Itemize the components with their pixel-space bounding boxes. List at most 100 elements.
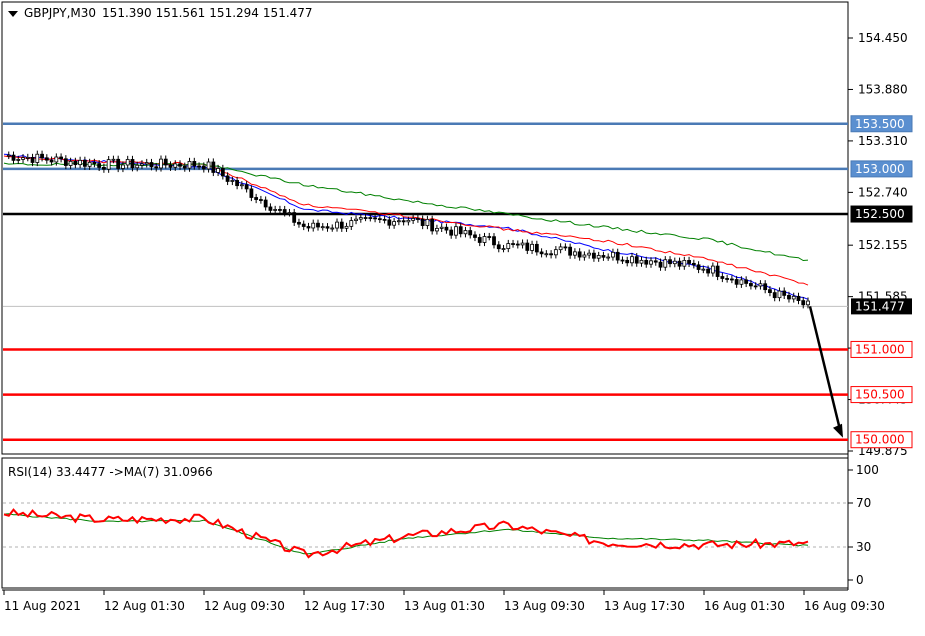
- candle-body: [653, 260, 658, 263]
- candle-body: [620, 259, 625, 262]
- candle-body: [439, 226, 444, 229]
- candle-body: [787, 294, 791, 300]
- candle-body: [444, 226, 449, 231]
- candle-body: [258, 199, 263, 201]
- candle-body: [734, 279, 739, 285]
- candle-body: [544, 253, 549, 256]
- level-label-box: [850, 386, 913, 404]
- price-pane[interactable]: [1, 1, 849, 455]
- candle-body: [130, 159, 135, 169]
- close-value: 151.477: [262, 6, 313, 20]
- time-tick-label: 13 Aug 01:30: [404, 599, 485, 613]
- candle-body: [297, 221, 301, 225]
- candle-body: [292, 212, 297, 223]
- candle-body: [325, 226, 330, 229]
- candle-body: [611, 251, 615, 258]
- candle-body: [649, 260, 653, 265]
- rsi-line: [3, 508, 809, 559]
- candle-body: [801, 300, 806, 306]
- rsi-tick-label: 30: [856, 540, 871, 554]
- candle-body: [782, 290, 787, 296]
- rsi-pane[interactable]: [1, 457, 849, 589]
- candle-body: [163, 158, 168, 166]
- candle-body: [168, 164, 173, 168]
- level-label: 153.000: [855, 162, 905, 176]
- candle-body: [677, 260, 682, 267]
- candle-body: [363, 217, 368, 219]
- candle-body: [530, 243, 534, 251]
- candle-body: [387, 219, 392, 226]
- candle-body: [758, 283, 763, 287]
- low-value: 151.294: [209, 6, 259, 20]
- candle-body: [796, 295, 801, 301]
- level-label-box: [850, 115, 913, 133]
- dropdown-triangle-icon[interactable]: [8, 10, 18, 17]
- candle-body: [216, 168, 220, 173]
- candle-body: [701, 268, 706, 271]
- candle-body: [187, 161, 192, 169]
- candle-body: [268, 206, 273, 211]
- candle-body: [492, 236, 496, 246]
- candle-body: [458, 226, 463, 235]
- candle-body: [396, 220, 401, 223]
- candle-body: [625, 259, 630, 264]
- candle-body: [725, 278, 730, 280]
- candle-body: [44, 157, 49, 161]
- candle-body: [482, 236, 487, 243]
- candle-body: [639, 259, 644, 264]
- candle-body: [192, 161, 197, 167]
- candle-body: [563, 246, 568, 249]
- candle-body: [682, 260, 687, 267]
- level-label: 152.500: [855, 207, 905, 221]
- candle-body: [577, 251, 582, 258]
- candle-body: [368, 217, 373, 219]
- candle-body: [435, 227, 439, 232]
- level-label: 150.500: [855, 388, 905, 402]
- time-tick-label: 13 Aug 09:30: [504, 599, 585, 613]
- candle-body: [806, 300, 810, 306]
- time-tick-label: 11 Aug 2021: [4, 599, 81, 613]
- arrow-head: [833, 423, 843, 438]
- candle-body: [401, 220, 406, 223]
- candle-body: [644, 259, 649, 265]
- candle-body: [235, 180, 240, 187]
- candle-body: [344, 225, 349, 229]
- candle-body: [121, 164, 125, 169]
- rsi-tick-label: 100: [856, 463, 879, 477]
- candle-body: [525, 242, 530, 251]
- candlesticks: [6, 150, 810, 309]
- price-tick-label: 153.880: [858, 82, 908, 96]
- horizontal-levels: [3, 122, 848, 441]
- time-tick-label: 13 Aug 17:30: [604, 599, 685, 613]
- candle-body: [411, 218, 416, 221]
- candle-body: [420, 218, 425, 226]
- price-axis: 154.450153.880153.310152.740152.155151.5…: [848, 31, 913, 458]
- candle-body: [587, 252, 592, 256]
- candle-body: [696, 264, 701, 270]
- candle-body: [197, 165, 201, 168]
- candle-body: [672, 260, 677, 265]
- candle-body: [87, 161, 92, 167]
- candle-body: [111, 158, 116, 161]
- candle-body: [263, 199, 268, 208]
- candle-body: [125, 159, 130, 166]
- candle-body: [287, 212, 292, 214]
- candle-body: [615, 251, 620, 261]
- high-value: 151.561: [155, 6, 206, 20]
- candle-body: [473, 234, 477, 238]
- candle-body: [358, 217, 363, 220]
- candle-body: [515, 243, 520, 246]
- moving-average-line: [3, 155, 809, 286]
- candle-body: [634, 256, 639, 264]
- level-label: 151.000: [855, 342, 905, 356]
- arrow-shaft: [808, 306, 842, 431]
- candle-body: [311, 222, 316, 229]
- candle-body: [663, 259, 668, 268]
- candle-body: [454, 226, 458, 236]
- candle-body: [154, 166, 159, 169]
- level-label: 153.500: [855, 117, 905, 131]
- candle-body: [273, 209, 278, 211]
- rsi-header: RSI(14) 33.4477 ->MA(7) 31.0966: [8, 465, 213, 479]
